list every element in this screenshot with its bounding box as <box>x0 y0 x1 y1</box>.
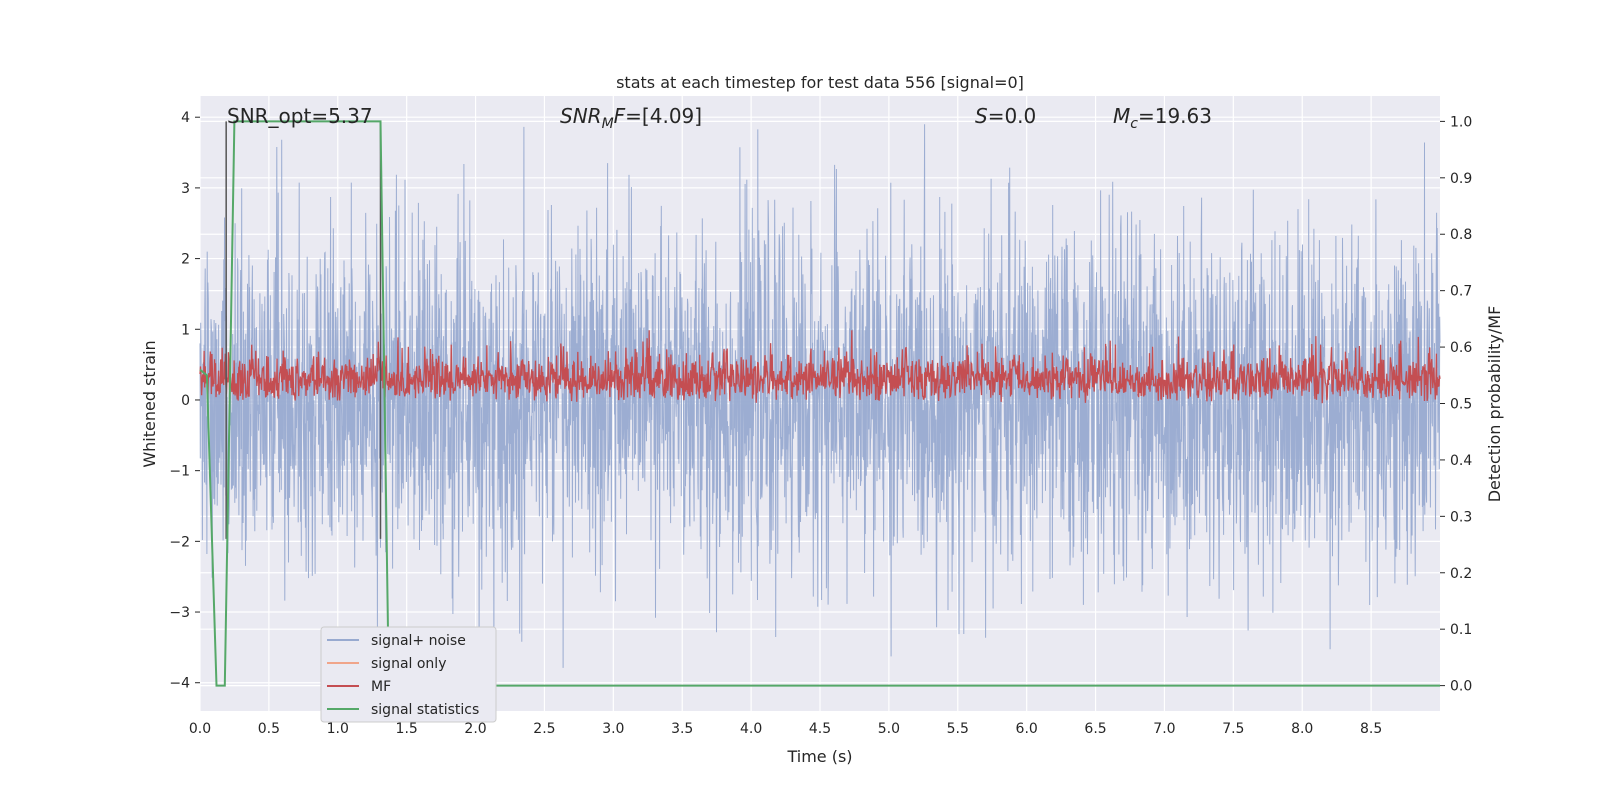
y2-tick-label: 0.8 <box>1450 227 1472 243</box>
y2-tick-label: 0.7 <box>1450 284 1472 300</box>
y-tick-label: −3 <box>169 605 190 621</box>
y-axis-ticks: −4 −3 −2 −1 0 1 2 3 4 <box>169 110 200 692</box>
annotation-snr-mf: SNRMF=[4.09] <box>560 104 702 132</box>
y2-tick-label: 0.4 <box>1450 453 1472 469</box>
x-tick-label: 2.5 <box>533 721 555 737</box>
legend-label-mf: MF <box>371 679 391 695</box>
legend: signal+ noise signal only MF signal stat… <box>320 626 497 723</box>
y-axis-label: Whitened strain <box>140 340 159 467</box>
x-tick-label: 2.0 <box>464 721 486 737</box>
x-tick-label: 3.5 <box>671 721 693 737</box>
chart-title: stats at each timestep for test data 556… <box>616 73 1024 92</box>
x-tick-label: 4.0 <box>740 721 762 737</box>
x-axis-label: Time (s) <box>786 747 852 766</box>
y2-tick-label: 0.9 <box>1450 171 1472 187</box>
x-tick-label: 1.5 <box>396 721 418 737</box>
y2-tick-label: 0.0 <box>1450 679 1472 695</box>
y-tick-label: 4 <box>181 110 190 126</box>
x-tick-label: 0.0 <box>189 721 211 737</box>
y-tick-label: −1 <box>169 464 190 480</box>
annotation-s: S=0.0 <box>975 104 1036 128</box>
x-tick-label: 4.5 <box>809 721 831 737</box>
legend-label-signal-only: signal only <box>371 656 446 672</box>
x-tick-label: 5.5 <box>947 721 969 737</box>
y2-tick-label: 0.6 <box>1450 340 1472 356</box>
legend-box <box>320 626 497 723</box>
y-tick-label: −2 <box>169 534 190 550</box>
x-tick-label: 3.0 <box>602 721 624 737</box>
y2-tick-label: 0.2 <box>1450 566 1472 582</box>
y-tick-label: 0 <box>181 393 190 409</box>
y2-tick-label: 0.1 <box>1450 622 1472 638</box>
x-tick-label: 0.5 <box>258 721 280 737</box>
x-axis-ticks: 0.0 0.5 1.0 1.5 2.0 2.5 3.0 3.5 4.0 4.5 5.0 5.5 6.0 6… <box>189 721 1382 737</box>
y2-tick-label: 1.0 <box>1450 114 1472 130</box>
x-tick-label: 7.5 <box>1222 721 1244 737</box>
x-tick-label: 8.0 <box>1291 721 1313 737</box>
series-mf <box>199 330 1441 404</box>
y2-axis-label: Detection probability/MF <box>1485 306 1504 503</box>
x-tick-label: 8.5 <box>1360 721 1382 737</box>
y-tick-label: 1 <box>181 322 190 338</box>
y-tick-label: −4 <box>169 676 190 692</box>
x-tick-label: 6.5 <box>1084 721 1106 737</box>
annotation-snr-opt: SNR_opt=5.37 <box>227 104 373 128</box>
y2-tick-label: 0.5 <box>1450 397 1472 413</box>
legend-label-signal-noise: signal+ noise <box>371 633 466 649</box>
legend-label-signal-statistics: signal statistics <box>371 702 479 718</box>
y2-axis-ticks: 0.0 0.1 0.2 0.3 0.4 0.5 0.6 0.7 0.8 0.9 1.0 <box>1440 114 1472 695</box>
x-tick-label: 1.0 <box>327 721 349 737</box>
y2-tick-label: 0.3 <box>1450 509 1472 525</box>
y-tick-label: 3 <box>181 181 190 197</box>
x-tick-label: 6.0 <box>1016 721 1038 737</box>
y-tick-label: 2 <box>181 252 190 268</box>
x-tick-label: 5.0 <box>878 721 900 737</box>
annotation-mc: Mc=19.63 <box>1113 104 1212 132</box>
x-tick-label: 7.0 <box>1153 721 1175 737</box>
